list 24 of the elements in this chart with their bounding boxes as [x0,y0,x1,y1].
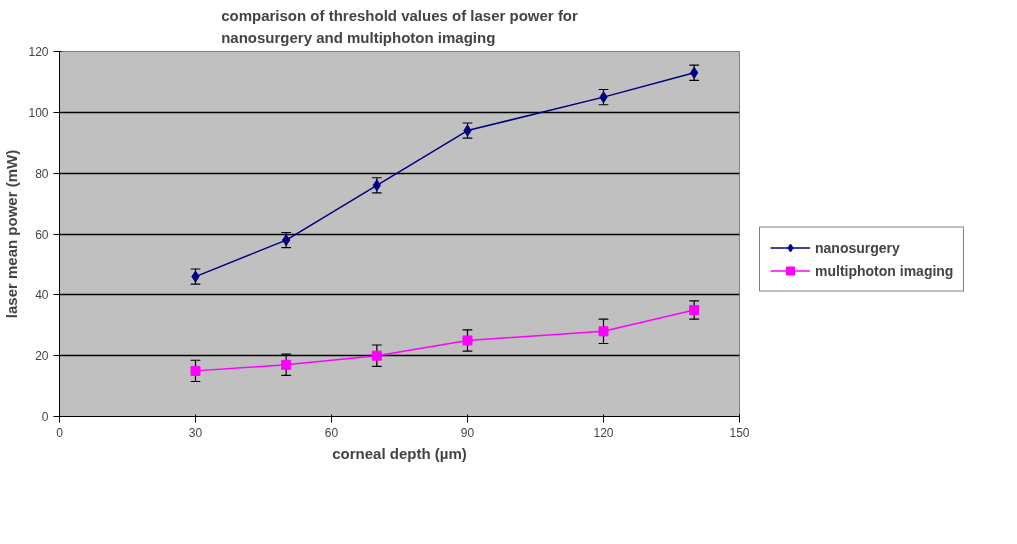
x-tick-label: 90 [460,425,475,440]
x-tick-label: 0 [56,425,64,440]
y-tick-label: 40 [35,288,49,303]
chart-title: comparison of threshold values of laser power for nanosurgery and multiphoton imaging [221,7,579,47]
point [190,365,201,376]
point [598,326,609,337]
x-tick-label: 120 [593,425,614,440]
x-tick-label: 60 [324,425,339,440]
y-tick-label: 20 [35,349,49,364]
point [371,350,382,361]
x-tick-label: 30 [188,425,203,440]
y-tick-label: 60 [35,227,49,242]
y-tick-label: 80 [35,166,49,181]
y-axis-title: laser mean power (mW) [3,149,21,319]
x-tick-label: 150 [729,425,750,440]
legend-label: multiphoton imaging [815,262,954,279]
x-axis-title: corneal depth (µm) [332,444,467,462]
point [281,359,292,370]
y-tick-label: 120 [28,45,49,59]
point [689,305,700,316]
legend-label: nanosurgery [815,239,900,256]
y-tick-label: 100 [28,105,49,120]
point [462,335,473,346]
y-tick-label: 0 [41,410,49,424]
